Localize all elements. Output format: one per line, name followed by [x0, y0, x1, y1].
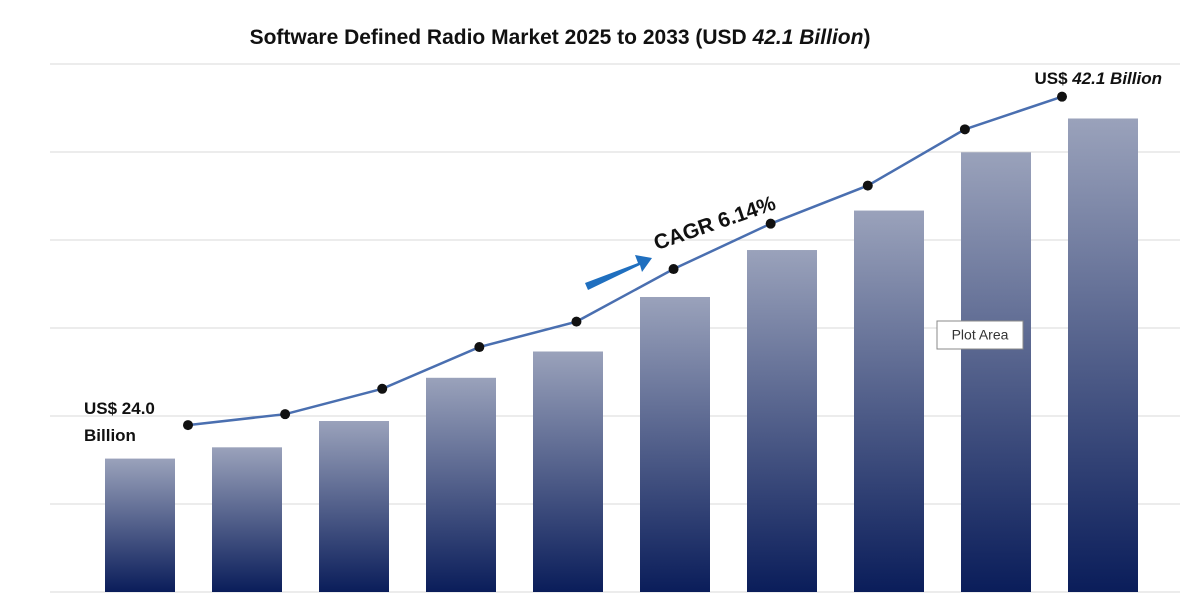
title-suffix: ) — [863, 26, 870, 49]
end-label: US$ 42.1 Billion — [1034, 69, 1162, 88]
trend-point — [377, 383, 388, 394]
chart-title: Software Defined Radio Market 2025 to 20… — [250, 26, 871, 49]
end-label-emphasis: 42.1 Billion — [1071, 69, 1162, 88]
start-label-line: US$ 24.0 — [84, 399, 155, 418]
bar — [212, 447, 282, 592]
bar — [1068, 118, 1138, 593]
bar — [961, 152, 1031, 592]
trend-point — [1057, 91, 1067, 102]
cagr-label: CAGR 6.14% — [651, 192, 779, 255]
trend-point — [862, 180, 873, 191]
bar — [640, 296, 710, 592]
start-label: US$ 24.0 Billion — [84, 399, 155, 445]
cagr-arrow — [585, 255, 652, 290]
bar — [747, 250, 817, 592]
trend-point — [571, 316, 582, 327]
tooltip-box — [936, 320, 1024, 350]
bars — [105, 118, 1138, 593]
bar — [533, 351, 603, 592]
end-label-prefix: US$ — [1034, 69, 1072, 88]
bar — [854, 210, 924, 593]
bar — [426, 377, 496, 592]
bar — [105, 458, 175, 592]
trend-point — [668, 264, 679, 275]
line-layer — [183, 91, 1067, 431]
trend-point — [474, 342, 485, 353]
trend-line — [187, 95, 1063, 427]
trend-point — [280, 409, 291, 420]
bar — [319, 421, 389, 592]
start-label-line: Billion — [84, 426, 136, 445]
tooltip: Plot Area — [952, 327, 1009, 343]
title-text: Software Defined Radio Market 2025 to 20… — [250, 26, 753, 49]
trend-point — [183, 420, 193, 431]
trend-point — [765, 218, 776, 229]
title-emphasis: 42.1 Billion — [752, 26, 864, 49]
trend-point — [959, 124, 970, 135]
